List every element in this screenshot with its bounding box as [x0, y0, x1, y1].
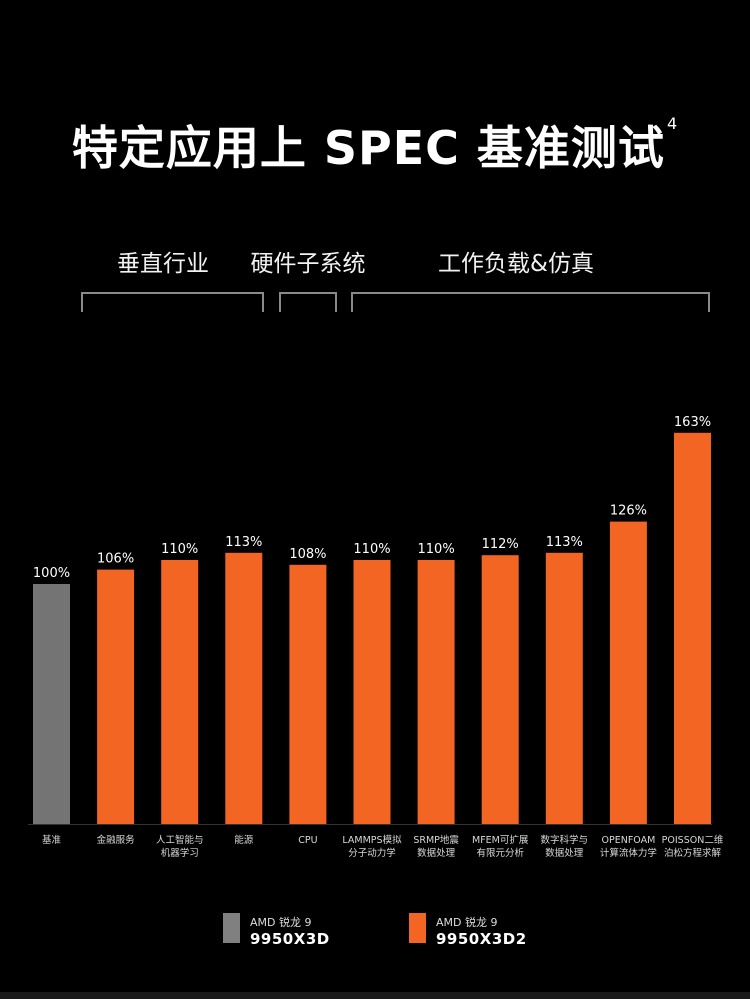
category-label-10-line-0: POISSON二维: [662, 834, 724, 846]
category-label-3-line-0: 能源: [234, 834, 254, 846]
bar-1: [97, 569, 135, 824]
bar-value-label-8: 113%: [546, 535, 583, 550]
legend-model-9950x3d2: 9950X3D2: [436, 930, 527, 948]
legend-model-9950x3d: 9950X3D: [250, 930, 330, 948]
category-label-5-line-0: LAMMPS模拟: [342, 834, 402, 846]
title-footnote: 4: [666, 114, 679, 133]
bar-value-label-3: 113%: [225, 535, 262, 550]
legend-brand-9950x3d: AMD 锐龙 9: [250, 916, 312, 929]
group-label-vertical-industry: 垂直行业: [117, 251, 209, 277]
category-label-7-line-1: 有限元分析: [476, 847, 524, 859]
bar-10: [674, 432, 711, 824]
bar-7: [481, 555, 519, 824]
bar-value-label-1: 106%: [97, 552, 134, 567]
bar-value-label-0: 100%: [33, 566, 70, 581]
chart-title: 特定应用上 SPEC 基准测试 4: [0, 112, 750, 178]
category-label-5-line-1: 分子动力学: [348, 847, 396, 859]
bar-value-label-10: 163%: [674, 415, 711, 430]
legend-swatch-9950x3d: [223, 913, 240, 943]
category-label-10-line-1: 泊松方程求解: [664, 847, 722, 859]
bar-9: [609, 521, 647, 824]
bar-8: [545, 552, 583, 824]
category-label-6-line-0: SRMP地震: [413, 834, 459, 846]
category-label-1-line-0: 金融服务: [97, 834, 136, 846]
group-label-workload-simulation: 工作负载&仿真: [438, 251, 594, 277]
bar-4: [289, 564, 327, 824]
bar-value-label-4: 108%: [289, 547, 326, 562]
bar-2: [161, 560, 199, 824]
bar-6: [417, 560, 455, 824]
category-label-8-line-1: 数据处理: [545, 847, 584, 859]
category-label-9-line-1: 计算流体力学: [600, 847, 657, 859]
bar-value-label-6: 110%: [418, 542, 455, 557]
bar-3: [225, 552, 263, 824]
category-label-6-line-1: 数据处理: [417, 847, 456, 859]
bar-5: [353, 560, 391, 824]
group-bracket-vertical-industry: [81, 292, 264, 312]
bar-value-label-9: 126%: [610, 504, 647, 519]
bar-value-label-2: 110%: [161, 542, 198, 557]
legend-swatch-9950x3d2: [409, 913, 426, 943]
category-label-2-line-1: 机器学习: [161, 847, 199, 859]
category-label-9-line-0: OPENFOAM: [602, 835, 656, 846]
category-label-0-line-0: 基准: [42, 834, 62, 846]
category-label-7-line-0: MFEM可扩展: [472, 834, 529, 846]
legend-brand-9950x3d2: AMD 锐龙 9: [436, 916, 498, 929]
group-bracket-hardware-subsystem: [279, 292, 337, 312]
chart-title-text: 特定应用上 SPEC 基准测试: [71, 121, 665, 175]
bottom-bar: [0, 992, 750, 999]
category-label-4-line-0: CPU: [298, 835, 317, 846]
category-label-8-line-0: 数字科学与: [541, 834, 589, 846]
group-label-hardware-subsystem: 硬件子系统: [250, 251, 366, 277]
bar-value-label-5: 110%: [353, 542, 390, 557]
bar-0: [33, 584, 70, 824]
group-bracket-workload-simulation: [351, 292, 710, 312]
bar-value-label-7: 112%: [482, 537, 519, 552]
category-label-2-line-0: 人工智能与: [156, 834, 204, 846]
